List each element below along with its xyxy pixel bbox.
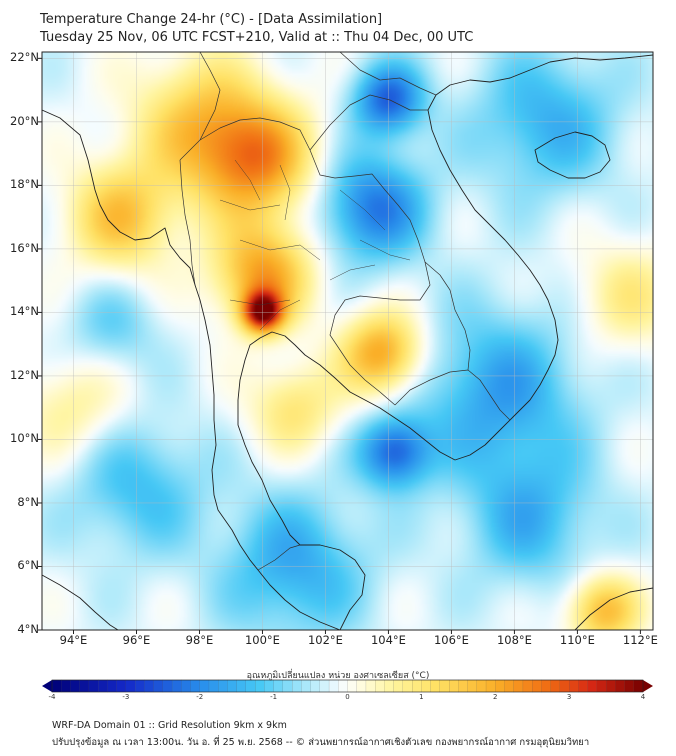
lat-label: 16°N [10, 240, 39, 255]
lon-label: 96°E [122, 633, 151, 647]
colorbar [42, 679, 653, 693]
lat-label: 4°N [17, 622, 39, 636]
colorbar-tick-label: 4 [640, 693, 646, 701]
colorbar-min-arrow [42, 680, 52, 692]
chart-subtitle: Tuesday 25 Nov, 06 UTC FCST+210, Valid a… [40, 30, 474, 45]
lon-label: 104°E [370, 633, 406, 647]
colorbar-tick-label: 1 [419, 693, 424, 701]
country-borders [179, 52, 511, 571]
colorbar-tick-label: 2 [493, 693, 498, 701]
axis-ticks [38, 57, 641, 634]
lat-label: 18°N [10, 177, 39, 192]
colorbar-max-arrow [643, 680, 653, 692]
chart-title: Temperature Change 24-hr (°C) - [Data As… [40, 12, 383, 27]
colorbar-tick-label: -4 [48, 693, 56, 701]
lat-label: 10°N [10, 431, 39, 446]
colorbar-tick-label: 0 [345, 693, 350, 701]
graticule [42, 52, 653, 630]
colorbar-tick-label: -1 [270, 693, 278, 701]
footer-resolution: WRF-DA Domain 01 :: Grid Resolution 9km … [52, 720, 287, 731]
lon-label: 100°E [244, 633, 280, 647]
footer-credit: ปรับปรุงข้อมูล ณ เวลา 13:00น. วัน อ. ที่… [52, 737, 590, 748]
colorbar-tick-label: -3 [122, 693, 130, 701]
coastlines [42, 54, 653, 630]
lon-label: 108°E [496, 633, 532, 647]
lat-label: 14°N [10, 304, 39, 319]
lat-label: 6°N [17, 558, 39, 573]
colorbar-tick-label: 3 [566, 693, 572, 701]
lon-label: 112°E [622, 633, 658, 647]
lat-label: 12°N [10, 367, 39, 382]
colorbar-tick-label: -2 [196, 693, 204, 701]
lat-label: 22°N [10, 50, 39, 65]
lon-label: 94°E [59, 633, 88, 647]
colorbar-title: อุณหภูมิเปลี่ยนแปลง หน่วย องศาเซลเซียส (… [246, 671, 430, 681]
lon-label: 98°E [185, 633, 214, 647]
lat-label: 20°N [10, 113, 39, 128]
lon-label: 106°E [433, 633, 469, 647]
lon-label: 102°E [307, 633, 343, 647]
map-frame [41, 51, 654, 631]
map-field [42, 52, 653, 630]
temperature-field [42, 52, 653, 630]
lat-label: 8°N [17, 494, 39, 509]
lon-label: 110°E [559, 633, 595, 647]
